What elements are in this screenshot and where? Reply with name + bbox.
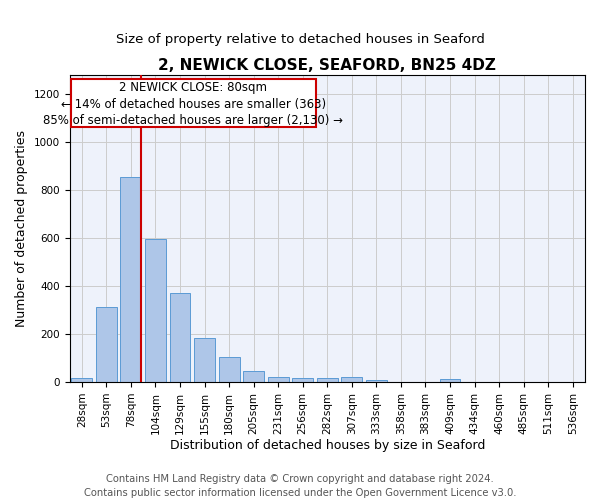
Text: Size of property relative to detached houses in Seaford: Size of property relative to detached ho… [116,32,484,46]
Bar [194,338,215,382]
Text: 2 NEWICK CLOSE: 80sqm: 2 NEWICK CLOSE: 80sqm [119,82,268,94]
Bar [341,378,362,382]
Bar [170,294,190,382]
Bar [218,357,239,382]
Bar [96,306,117,382]
Bar [243,371,264,382]
Bar [71,378,92,382]
Y-axis label: Number of detached properties: Number of detached properties [15,130,28,327]
Bar [292,378,313,382]
Bar [440,379,460,382]
Bar [317,378,338,382]
X-axis label: Distribution of detached houses by size in Seaford: Distribution of detached houses by size … [170,440,485,452]
Text: Contains HM Land Registry data © Crown copyright and database right 2024.
Contai: Contains HM Land Registry data © Crown c… [84,474,516,498]
Text: ← 14% of detached houses are smaller (363): ← 14% of detached houses are smaller (36… [61,98,326,110]
Bar [121,177,142,382]
Title: 2, NEWICK CLOSE, SEAFORD, BN25 4DZ: 2, NEWICK CLOSE, SEAFORD, BN25 4DZ [158,58,496,72]
Bar [145,240,166,382]
Bar [366,380,387,382]
FancyBboxPatch shape [71,78,316,126]
Bar [268,377,289,382]
Text: 85% of semi-detached houses are larger (2,130) →: 85% of semi-detached houses are larger (… [43,114,343,127]
